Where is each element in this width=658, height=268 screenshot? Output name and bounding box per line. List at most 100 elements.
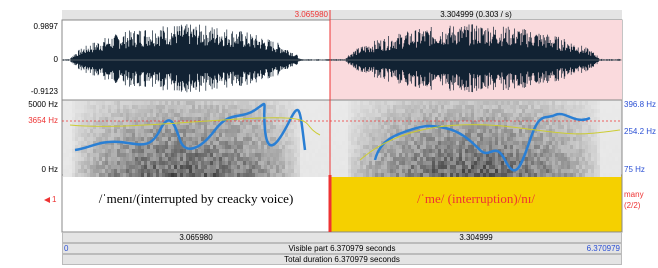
- spectrogram-cell: [162, 105, 165, 109]
- spectrogram-cell: [606, 169, 609, 173]
- spectrogram-cell: [105, 137, 108, 141]
- spectrogram-cell: [156, 117, 159, 121]
- spectrogram-cell: [309, 121, 312, 125]
- spectrogram-cell: [318, 109, 321, 113]
- spectrogram-cell: [600, 101, 603, 105]
- spectrogram-cell: [369, 153, 372, 157]
- spectrogram-cell: [444, 101, 447, 105]
- total-duration[interactable]: Total duration 6.370979 seconds: [62, 255, 622, 265]
- spectrogram-cell: [411, 145, 414, 149]
- spectrogram-cell: [561, 101, 564, 105]
- spectrogram-cell: [507, 157, 510, 161]
- spectrogram-cell: [315, 145, 318, 149]
- spectrogram-cell: [162, 157, 165, 161]
- spectrogram-cell: [147, 109, 150, 113]
- spectrogram-cell: [207, 105, 210, 109]
- spectrogram-cell: [228, 149, 231, 153]
- spectrogram-cell: [111, 145, 114, 149]
- spectrogram-cell: [336, 121, 339, 125]
- spectrogram-cell: [105, 117, 108, 121]
- spectrogram-cell: [432, 113, 435, 117]
- spectrogram-cell: [174, 109, 177, 113]
- spectrogram-cell: [495, 169, 498, 173]
- spectrogram-cell: [504, 129, 507, 133]
- spectrogram-cell: [399, 161, 402, 165]
- spectrogram-cell: [474, 169, 477, 173]
- spectrogram-cell: [576, 161, 579, 165]
- spectrogram-cell: [363, 173, 366, 177]
- spectrogram-cell: [504, 113, 507, 117]
- spectrogram-cell: [507, 121, 510, 125]
- spectrogram-cell: [519, 109, 522, 113]
- spectrogram-cell: [216, 157, 219, 161]
- spectrogram-cell: [267, 129, 270, 133]
- spectrogram-cell: [132, 169, 135, 173]
- spectrogram-cell: [543, 125, 546, 129]
- spectrogram-cell: [297, 153, 300, 157]
- spectrogram-cell: [186, 153, 189, 157]
- spectrogram-cell: [474, 133, 477, 137]
- spectrogram-cell: [456, 125, 459, 129]
- spectrogram-cell: [426, 173, 429, 177]
- spectrogram-cell: [81, 157, 84, 161]
- spectrogram-cell: [489, 109, 492, 113]
- spectrogram-cell: [267, 161, 270, 165]
- spectrogram-cell: [375, 173, 378, 177]
- spectrogram-cell: [249, 105, 252, 109]
- spectrogram-cell: [318, 121, 321, 125]
- spectrogram-cell: [393, 153, 396, 157]
- spectrogram-cell: [405, 165, 408, 169]
- spectrogram-cell: [120, 165, 123, 169]
- spectrogram-cell: [279, 121, 282, 125]
- spectrogram-cell: [483, 113, 486, 117]
- spectrogram-cell: [81, 173, 84, 177]
- spectrogram-cell: [597, 133, 600, 137]
- spectrogram-cell: [552, 165, 555, 169]
- spectrogram-cell: [267, 133, 270, 137]
- spectrogram-cell: [483, 173, 486, 177]
- spectrogram-cell: [234, 121, 237, 125]
- spectrogram-cell: [606, 117, 609, 121]
- spectrogram-cell: [117, 165, 120, 169]
- spectrogram-cell: [306, 105, 309, 109]
- spectrogram-cell: [90, 173, 93, 177]
- spectrogram-cell: [498, 105, 501, 109]
- spectrogram-cell: [267, 149, 270, 153]
- spectrogram-cell: [261, 141, 264, 145]
- spectrogram-cell: [204, 145, 207, 149]
- interval-text[interactable]: /ˈmenɪ/(interrupted by creacky voice): [62, 190, 330, 208]
- spectrogram-cell: [189, 133, 192, 137]
- spectrogram-cell: [219, 141, 222, 145]
- spectrogram-cell: [579, 109, 582, 113]
- spectrogram-cell: [420, 121, 423, 125]
- spectrogram-cell: [267, 121, 270, 125]
- spectrogram-cell: [207, 157, 210, 161]
- spectrogram-cell: [606, 113, 609, 117]
- spectrogram-cell: [534, 153, 537, 157]
- spectrogram-cell: [504, 169, 507, 173]
- right-duration[interactable]: 3.304999: [330, 233, 622, 243]
- spectrogram-cell: [471, 117, 474, 121]
- spectrogram-cell: [204, 101, 207, 105]
- spectrogram-cell: [87, 149, 90, 153]
- spectrogram-cell: [219, 153, 222, 157]
- spectrogram-cell: [159, 161, 162, 165]
- spectrogram-cell: [111, 157, 114, 161]
- spectrogram-cell: [567, 137, 570, 141]
- spectrogram-cell: [459, 169, 462, 173]
- spectrogram-cell: [75, 133, 78, 137]
- spectrogram-cell: [372, 137, 375, 141]
- spectrogram-cell: [465, 129, 468, 133]
- spectrogram-cell: [84, 101, 87, 105]
- interval-text-selected[interactable]: /ˈme/ (interruption)/nɪ/: [330, 190, 622, 208]
- spectrogram-cell: [441, 121, 444, 125]
- pitch-cursor: 254.2 Hz: [624, 127, 656, 137]
- spectrogram-cell: [150, 101, 153, 105]
- spectrogram-cell: [108, 173, 111, 177]
- spectrogram-cell: [333, 109, 336, 113]
- spectrogram-cell: [570, 129, 573, 133]
- spectrogram-cell: [588, 161, 591, 165]
- spectrogram-cell: [360, 101, 363, 105]
- left-duration[interactable]: 3.065980: [62, 233, 330, 243]
- spectrogram-cell: [150, 145, 153, 149]
